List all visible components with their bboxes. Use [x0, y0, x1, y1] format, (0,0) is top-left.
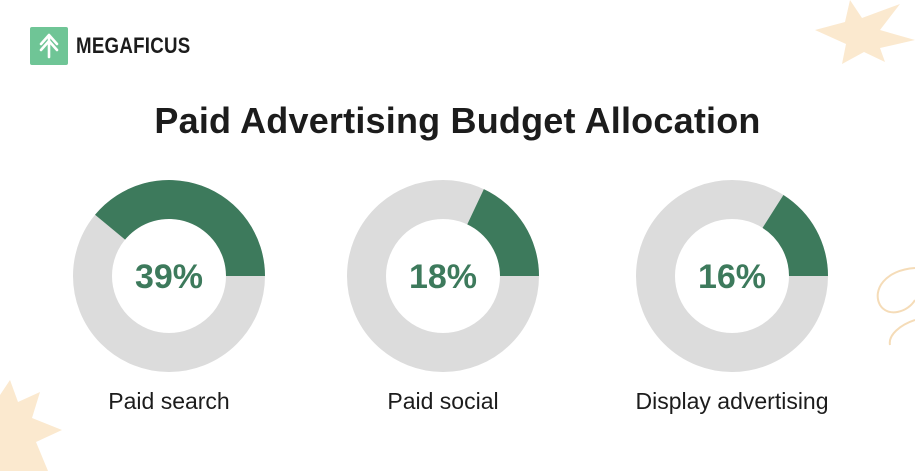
brand-name: MEGAFICUS — [76, 33, 191, 58]
category-label-0: Paid search — [108, 388, 230, 414]
swirl-decoration — [876, 267, 915, 346]
donut-slice-0 — [95, 180, 265, 276]
donut-slice-1 — [467, 189, 539, 276]
donut-value-label-2: 16% — [698, 258, 766, 296]
category-label-2: Display advertising — [635, 388, 829, 414]
brand-logo: MEGAFICUS — [30, 27, 211, 65]
star-shape-bottom-left — [0, 380, 62, 471]
donut-value-label-1: 18% — [409, 258, 477, 296]
donut-slice-2 — [762, 194, 828, 276]
chart-title: Paid Advertising Budget Allocation — [154, 100, 761, 141]
donut-value-label-0: 39% — [135, 258, 203, 296]
star-shape-top — [815, 0, 915, 64]
tree-icon — [30, 27, 68, 65]
category-label-1: Paid social — [387, 388, 499, 414]
